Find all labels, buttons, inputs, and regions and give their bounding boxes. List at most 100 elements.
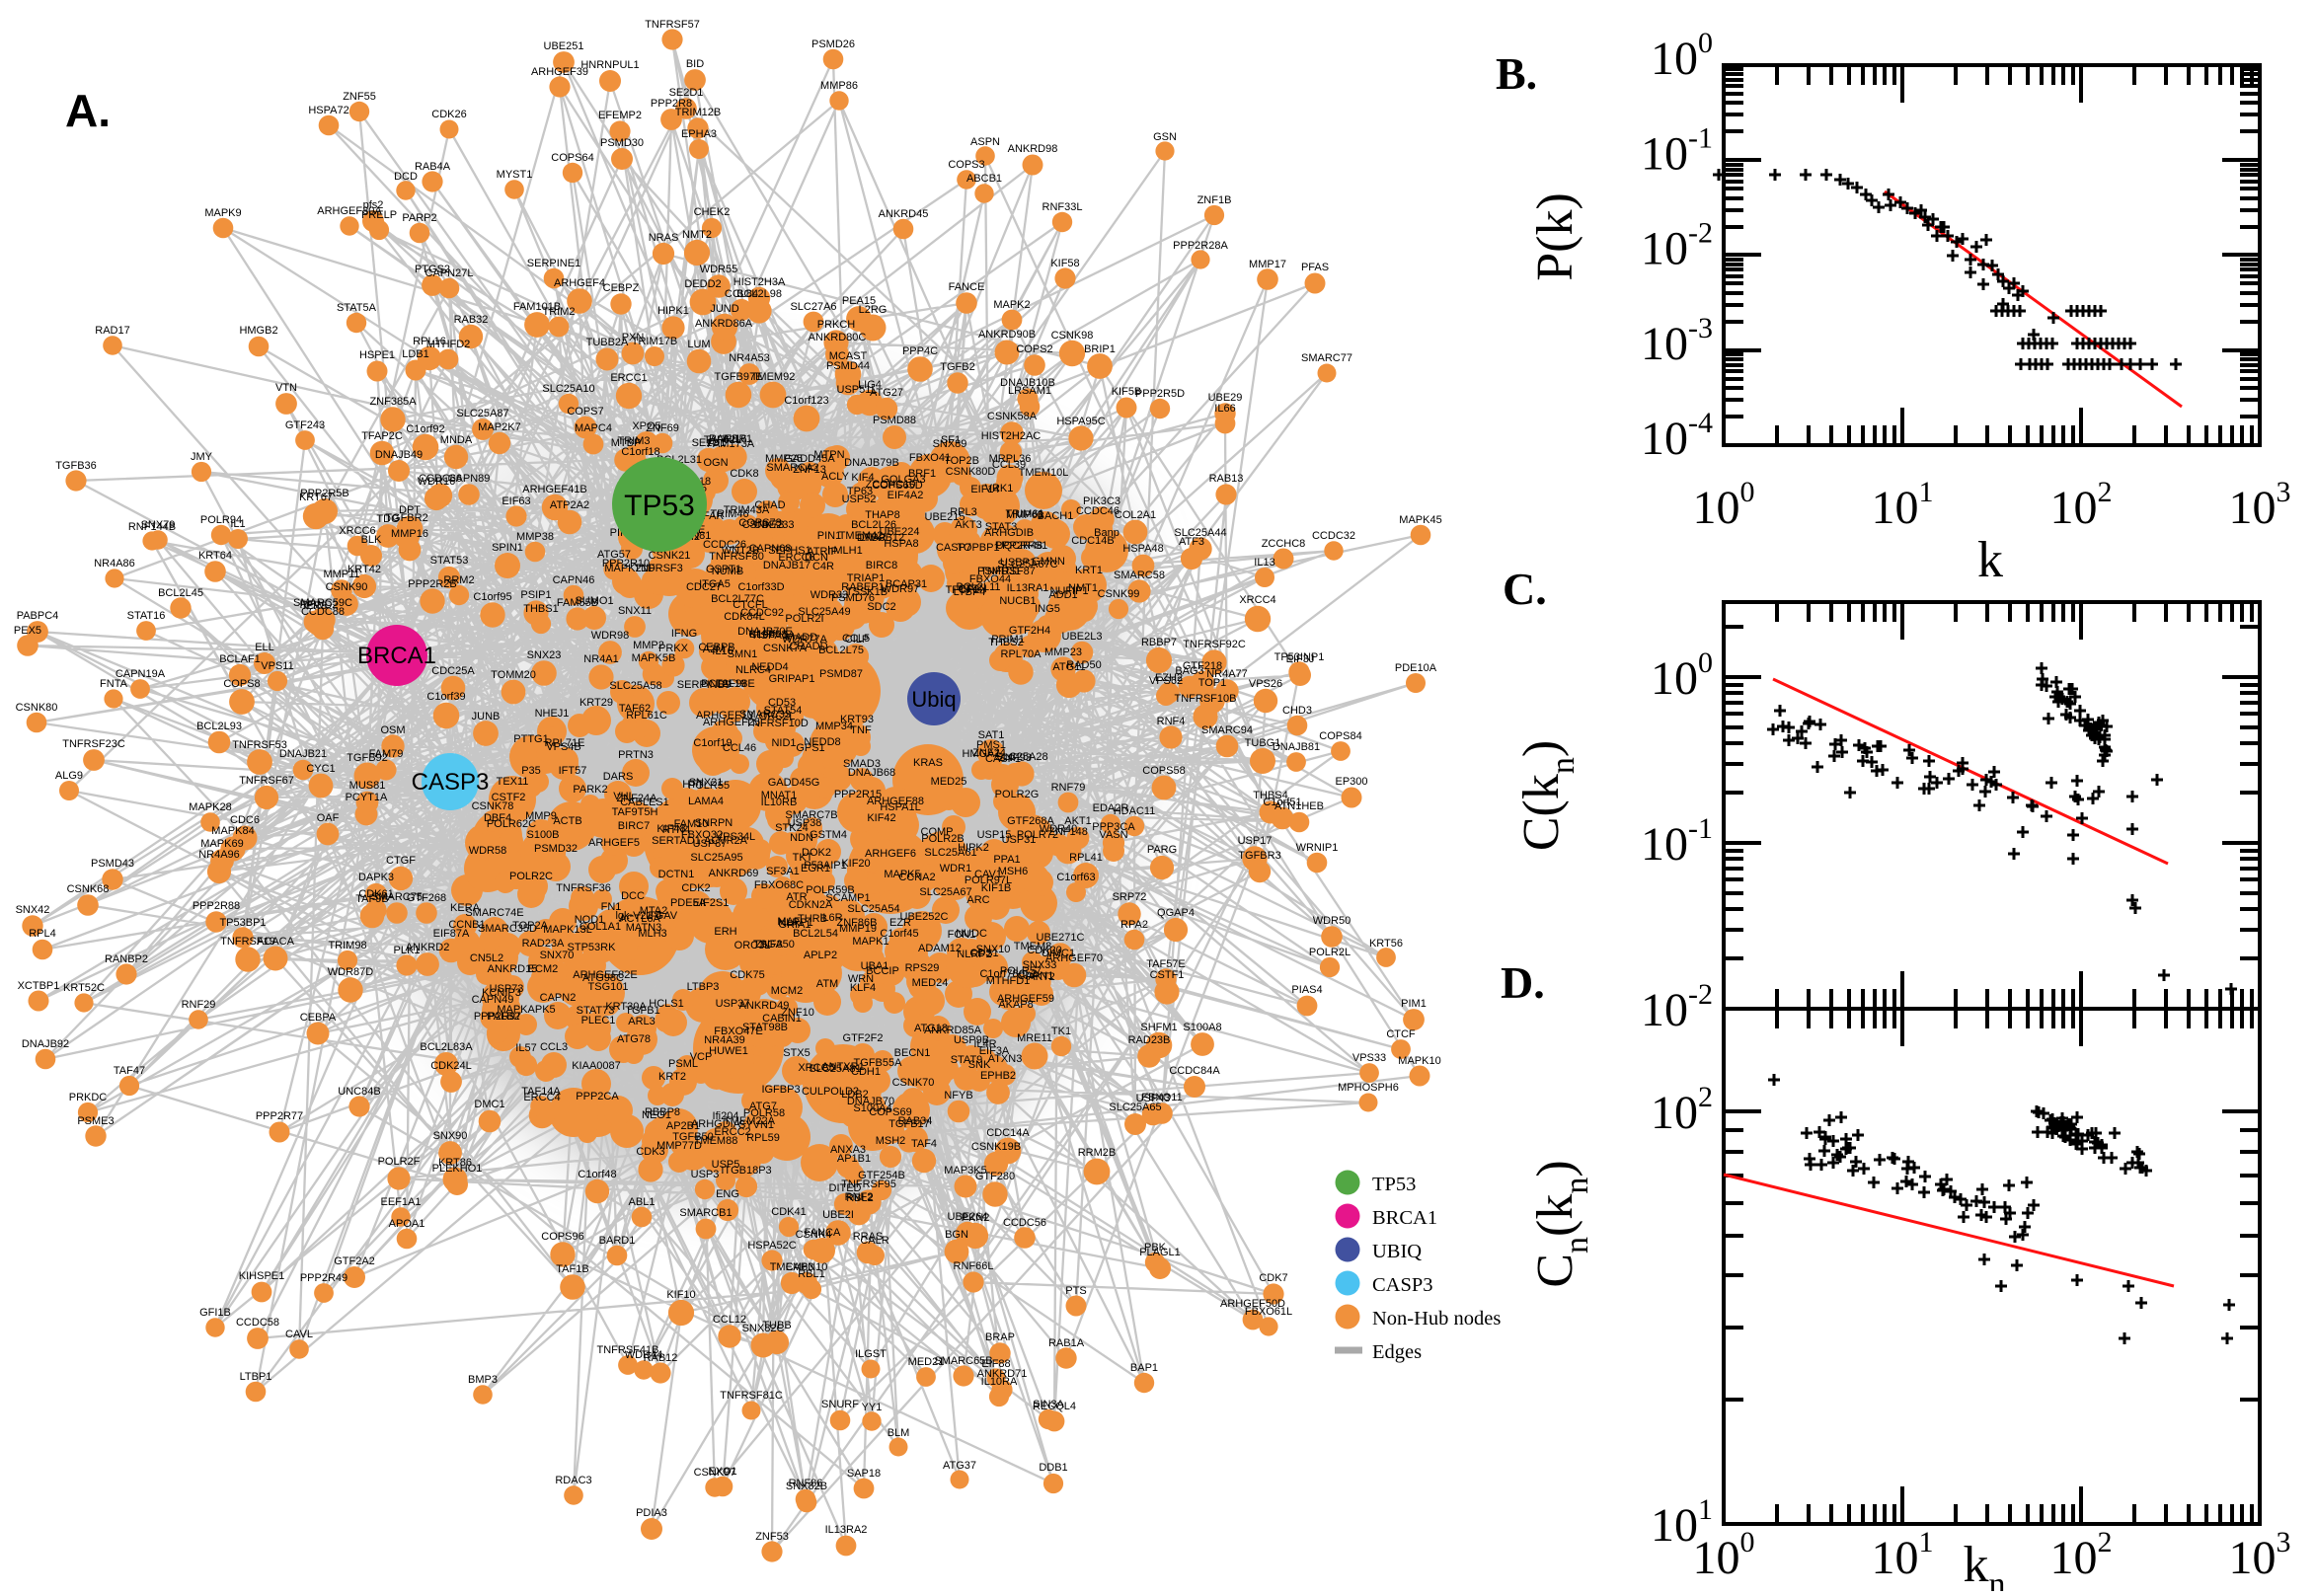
svg-text:CSNK98: CSNK98 [1051, 330, 1094, 342]
svg-text:P35: P35 [521, 765, 541, 777]
svg-text:POLR2I: POLR2I [785, 613, 823, 625]
svg-text:C1orf33D: C1orf33D [737, 581, 784, 593]
svg-text:UBIQ: UBIQ [1372, 1241, 1422, 1262]
svg-text:USBP1: USBP1 [1000, 557, 1036, 569]
svg-text:TGFB55A: TGFB55A [854, 1057, 903, 1069]
svg-text:RNF79: RNF79 [1051, 782, 1086, 794]
svg-text:CCNB1: CCNB1 [448, 919, 485, 931]
svg-text:GPS1: GPS1 [796, 742, 824, 754]
svg-text:ANKRD69: ANKRD69 [709, 868, 759, 879]
svg-text:TOPBP1: TOPBP1 [957, 542, 999, 554]
svg-text:SLC25A67: SLC25A67 [919, 886, 971, 898]
svg-text:MAPK5: MAPK5 [884, 869, 920, 880]
svg-text:ZNF148: ZNF148 [1048, 826, 1088, 838]
svg-text:ZNF69: ZNF69 [646, 422, 679, 434]
svg-text:BCL2L98: BCL2L98 [736, 288, 782, 300]
svg-text:C1orf18: C1orf18 [621, 446, 659, 458]
svg-text:ATG37: ATG37 [943, 1460, 976, 1472]
svg-text:PSMD44: PSMD44 [826, 360, 870, 372]
svg-text:POLR58: POLR58 [743, 1107, 785, 1119]
svg-text:SUMO1: SUMO1 [575, 595, 613, 607]
svg-text:WDR55: WDR55 [700, 264, 738, 275]
svg-text:C1orf95: C1orf95 [473, 591, 511, 603]
svg-text:COL2A1: COL2A1 [1115, 509, 1156, 521]
svg-text:PSML: PSML [668, 1058, 698, 1070]
svg-text:CDK2: CDK2 [681, 882, 710, 894]
svg-text:CABIN1: CABIN1 [762, 1013, 802, 1025]
svg-text:GSTM4: GSTM4 [810, 829, 847, 841]
svg-text:MMP23: MMP23 [1044, 646, 1082, 658]
svg-text:ATRIP: ATRIP [807, 546, 838, 558]
svg-text:COPS96: COPS96 [541, 1231, 583, 1243]
svg-text:EIF2S1: EIF2S1 [693, 897, 730, 909]
svg-text:PARP2: PARP2 [402, 212, 436, 224]
svg-text:SNX90: SNX90 [433, 1130, 468, 1142]
svg-text:PPP2R49: PPP2R49 [300, 1272, 347, 1284]
svg-text:k: k [1977, 532, 2003, 588]
svg-text:CEBPZ: CEBPZ [603, 282, 640, 294]
svg-text:JUNB: JUNB [472, 711, 501, 722]
svg-text:TGFB92: TGFB92 [347, 752, 388, 764]
svg-text:ERCC6: ERCC6 [778, 552, 814, 564]
svg-text:YY1: YY1 [862, 1402, 883, 1413]
svg-text:EIF63: EIF63 [502, 495, 530, 507]
svg-text:FN1: FN1 [601, 901, 622, 913]
svg-text:SPIN1: SPIN1 [492, 542, 523, 554]
svg-text:BCL2L93: BCL2L93 [196, 721, 242, 732]
svg-text:POLR2F: POLR2F [378, 1156, 421, 1168]
svg-text:CDC27: CDC27 [686, 581, 722, 593]
svg-text:BECN1: BECN1 [894, 1047, 931, 1059]
svg-text:STAT5A: STAT5A [337, 302, 377, 314]
svg-text:SNRPN: SNRPN [695, 817, 733, 829]
svg-text:CABLES1: CABLES1 [620, 797, 669, 808]
svg-text:IL66: IL66 [1214, 403, 1235, 415]
svg-text:IGFBP3: IGFBP3 [761, 1084, 800, 1096]
svg-text:MED25: MED25 [931, 776, 967, 788]
svg-text:ATG98C: ATG98C [582, 972, 624, 984]
svg-text:SEPHS1: SEPHS1 [768, 545, 811, 557]
svg-text:PKN2: PKN2 [962, 1212, 990, 1224]
svg-text:SNX42: SNX42 [16, 904, 50, 916]
svg-text:RABEP1: RABEP1 [841, 581, 884, 593]
svg-text:NR4A86: NR4A86 [94, 558, 135, 570]
svg-text:CDK7: CDK7 [1259, 1272, 1287, 1284]
svg-text:ZNF1B: ZNF1B [1197, 194, 1232, 206]
svg-text:D.: D. [1501, 957, 1545, 1008]
svg-text:PPA1: PPA1 [993, 854, 1020, 866]
svg-text:COPS7: COPS7 [567, 406, 603, 418]
svg-text:PSMD88: PSMD88 [873, 415, 916, 426]
svg-text:MYST1: MYST1 [497, 169, 533, 181]
svg-text:TSG101: TSG101 [588, 981, 629, 993]
svg-text:CSNK19B: CSNK19B [971, 1141, 1021, 1153]
svg-text:KIF10: KIF10 [666, 1289, 695, 1301]
svg-text:RAB13: RAB13 [1209, 473, 1244, 485]
svg-text:ARHGEF59: ARHGEF59 [997, 993, 1054, 1005]
svg-text:CHEK2: CHEK2 [694, 206, 731, 218]
svg-text:ARHGDIB: ARHGDIB [984, 527, 1034, 539]
svg-text:SLC25A67C: SLC25A67C [997, 559, 1057, 570]
svg-text:TMEM22A: TMEM22A [724, 1115, 776, 1127]
svg-text:PSMD30: PSMD30 [600, 137, 644, 149]
svg-text:TUBB: TUBB [762, 1320, 791, 1331]
svg-text:MSH6: MSH6 [998, 866, 1029, 877]
svg-text:BCL2L83A: BCL2L83A [420, 1041, 473, 1053]
svg-text:ARHGEF70: ARHGEF70 [1045, 952, 1103, 964]
svg-text:MADD: MADD [786, 632, 817, 644]
svg-text:FBXO47E: FBXO47E [714, 1026, 763, 1037]
svg-text:ZNF350: ZNF350 [755, 939, 795, 950]
svg-text:MAPK13L: MAPK13L [543, 924, 592, 936]
svg-text:SERTAD1: SERTAD1 [652, 835, 701, 847]
svg-text:HSPA72: HSPA72 [308, 105, 348, 116]
svg-text:DNAJB70: DNAJB70 [847, 1096, 894, 1107]
svg-text:CCDC46: CCDC46 [1076, 505, 1119, 517]
svg-text:HIST2H2AC: HIST2H2AC [981, 430, 1042, 442]
svg-text:TAF1B: TAF1B [556, 1263, 588, 1275]
svg-text:MMP25: MMP25 [765, 453, 803, 465]
svg-text:SNX10: SNX10 [976, 944, 1011, 955]
svg-text:SNX89: SNX89 [933, 438, 967, 450]
svg-text:UBE252C: UBE252C [900, 911, 949, 923]
svg-text:COPS58: COPS58 [1142, 765, 1185, 777]
svg-text:SLC25A28: SLC25A28 [995, 751, 1047, 763]
svg-text:ATXN3: ATXN3 [988, 1053, 1023, 1065]
svg-text:DOK2: DOK2 [802, 847, 831, 859]
